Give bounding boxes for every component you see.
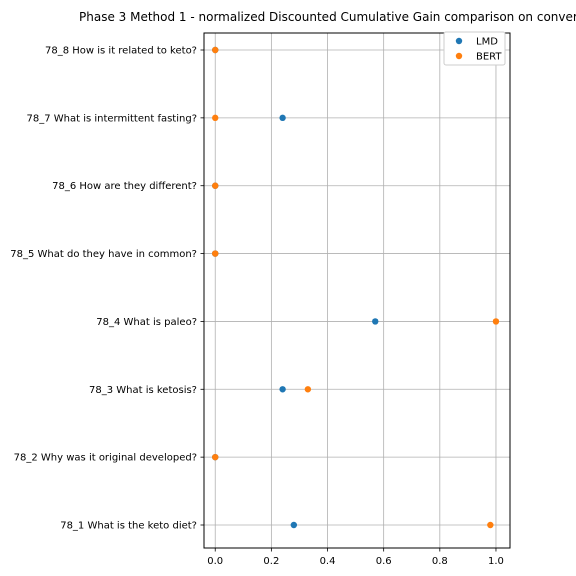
point-bert (492, 318, 500, 325)
point-lmd (372, 318, 379, 325)
y-tick-label: 78_2 Why was it original developed? (14, 453, 197, 464)
point-lmd (279, 386, 286, 393)
chart-title: Phase 3 Method 1 - normalized Discounted… (79, 10, 576, 24)
legend-label-lmd: LMD (476, 37, 498, 48)
y-tick-label: 78_6 How are they different? (52, 181, 197, 192)
legend-label-bert: BERT (476, 52, 502, 63)
x-axis: 0.0 0.2 0.4 0.6 0.8 1.0 (207, 548, 504, 567)
x-tick-label: 0.6 (376, 556, 392, 567)
y-tick-label: 78_8 How is it related to keto? (45, 46, 197, 57)
y-axis: 78_1 What is the keto diet? 78_2 Why was … (10, 46, 204, 532)
point-bert (212, 250, 219, 257)
y-tick-label: 78_1 What is the keto diet? (60, 521, 197, 532)
point-bert (304, 386, 312, 393)
grid (204, 33, 510, 548)
point-bert (487, 521, 494, 529)
y-tick-label: 78_7 What is intermittent fasting? (26, 113, 197, 124)
x-tick-label: 0.4 (320, 556, 336, 567)
x-tick-label: 0.8 (432, 556, 448, 567)
point-lmd (290, 521, 298, 529)
x-tick-label: 1.0 (488, 556, 504, 567)
legend-marker-bert (455, 52, 463, 60)
point-bert (212, 114, 219, 122)
point-bert (212, 182, 219, 189)
x-tick-label: 0.2 (263, 556, 279, 567)
point-bert (212, 46, 219, 54)
plot-area-frame (203, 32, 511, 549)
point-bert (212, 453, 219, 461)
y-tick-label: 78_4 What is paleo? (96, 317, 197, 328)
legend-marker-lmd (455, 37, 463, 45)
point-lmd (279, 114, 286, 122)
legend: LMD BERT (443, 31, 506, 66)
x-tick-label: 0.0 (207, 556, 223, 567)
y-tick-label: 78_5 What do they have in common? (10, 249, 197, 260)
data-points (212, 46, 500, 529)
y-tick-label: 78_3 What is ketosis? (89, 385, 197, 396)
